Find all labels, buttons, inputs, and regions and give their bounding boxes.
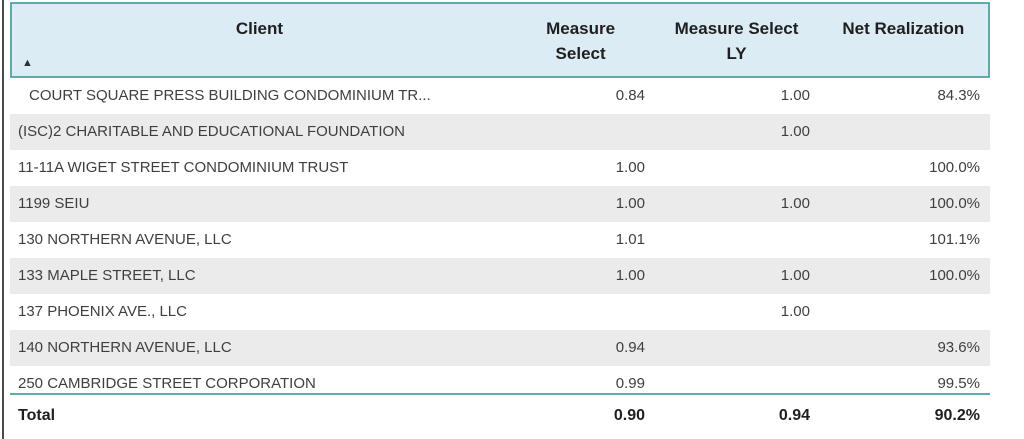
measure-select-ly-cell [655,222,820,258]
client-cell: 11-11A WIGET STREET CONDOMINIUM TRUST [18,159,349,176]
net-realization-cell: 101.1% [929,231,980,248]
visual-left-border [2,0,4,439]
column-header-measure-select[interactable]: Measure Select [546,19,616,63]
table-body: COURT SQUARE PRESS BUILDING CONDOMINIUM … [10,78,990,393]
table-row[interactable]: 1199 SEIU 1.00 1.00 100.0% [10,186,990,222]
client-cell: 1199 SEIU [18,195,90,212]
net-realization-cell: 93.6% [937,339,980,356]
measure-select-ly-cell: 1.00 [780,123,810,140]
client-cell: 250 CAMBRIDGE STREET CORPORATION [18,375,316,392]
column-header-measure-select-ly[interactable]: Measure Select LY [674,19,799,63]
measure-select-ly-cell [655,330,820,366]
total-measure-select: 0.90 [613,407,645,424]
net-realization-cell [820,114,990,150]
net-realization-cell [820,294,990,330]
measure-select-cell [507,114,655,150]
net-realization-cell: 100.0% [929,267,980,284]
measure-select-cell: 0.99 [615,375,645,392]
column-header-client[interactable]: Client ▲ [12,4,507,76]
total-measure-select-ly: 0.94 [778,407,810,424]
column-header-net-realization[interactable]: Net Realization [842,19,965,38]
measure-select-ly-cell: 1.00 [780,87,810,104]
table-row[interactable]: 133 MAPLE STREET, LLC 1.00 1.00 100.0% [10,258,990,294]
sort-ascending-icon[interactable]: ▲ [22,57,33,69]
measure-select-cell: 1.00 [615,159,645,176]
table-row[interactable]: 137 PHOENIX AVE., LLC 1.00 [10,294,990,330]
measure-select-cell [507,294,655,330]
client-cell: COURT SQUARE PRESS BUILDING CONDOMINIUM … [29,87,431,104]
client-cell: 140 NORTHERN AVENUE, LLC [18,339,232,356]
column-header-client-label: Client [235,19,284,38]
client-cell: 137 PHOENIX AVE., LLC [18,303,187,320]
table-row[interactable]: (ISC)2 CHARITABLE AND EDUCATIONAL FOUNDA… [10,114,990,150]
total-net-realization: 90.2% [934,407,980,424]
measure-select-ly-cell: 1.00 [780,267,810,284]
table-row[interactable]: 140 NORTHERN AVENUE, LLC 0.94 93.6% [10,330,990,366]
table-row[interactable]: 250 CAMBRIDGE STREET CORPORATION 0.99 99.5… [10,366,990,393]
client-cell: 133 MAPLE STREET, LLC [18,267,196,284]
table-row[interactable]: 130 NORTHERN AVENUE, LLC 1.01 101.1% [10,222,990,258]
measure-select-ly-cell [655,366,820,393]
table-header: Client ▲ Measure Select Measure Select L… [10,2,990,78]
measure-select-cell: 0.94 [615,339,645,356]
client-cell: 130 NORTHERN AVENUE, LLC [18,231,232,248]
total-divider-line [10,393,990,395]
measure-select-ly-cell: 1.00 [780,303,810,320]
measure-select-cell: 1.00 [615,267,645,284]
net-realization-cell: 100.0% [929,195,980,212]
net-realization-cell: 84.3% [937,87,980,104]
client-cell: (ISC)2 CHARITABLE AND EDUCATIONAL FOUNDA… [18,123,405,140]
measure-select-cell: 1.00 [615,195,645,212]
total-label: Total [18,407,56,424]
measure-select-cell: 0.84 [615,87,645,104]
measure-select-ly-cell [655,150,820,186]
total-row: Total 0.90 0.94 90.2% [10,395,990,439]
net-realization-cell: 100.0% [929,159,980,176]
table-row[interactable]: COURT SQUARE PRESS BUILDING CONDOMINIUM … [10,78,990,114]
table-row[interactable]: 11-11A WIGET STREET CONDOMINIUM TRUST 1.0… [10,150,990,186]
measure-select-cell: 1.01 [615,231,645,248]
measure-select-ly-cell: 1.00 [780,195,810,212]
client-measures-table: Client ▲ Measure Select Measure Select L… [10,2,990,439]
net-realization-cell: 99.5% [937,375,980,392]
